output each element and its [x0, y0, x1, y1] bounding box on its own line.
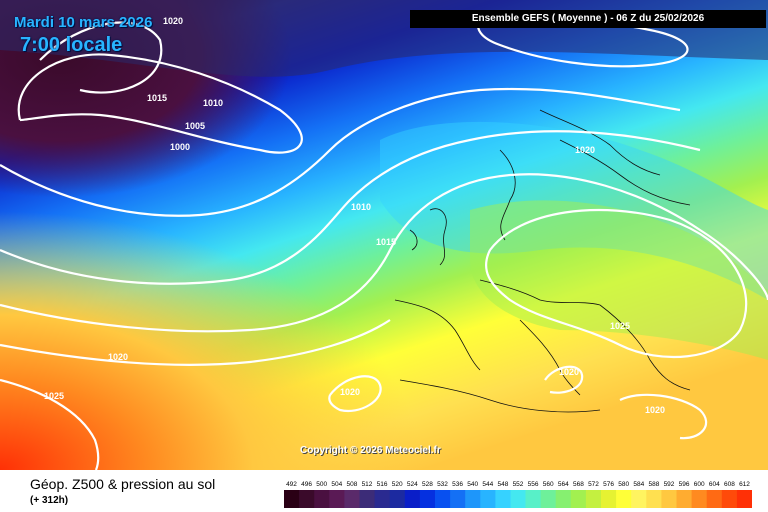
legend-swatch-548	[495, 490, 511, 508]
legend-swatch-600	[691, 490, 708, 508]
pressure-label: 1025	[44, 391, 64, 401]
legend-swatch-564	[555, 490, 572, 508]
legend-swatch-576	[601, 490, 617, 508]
legend-value-524: 524	[407, 481, 418, 488]
legend-value-576: 576	[603, 481, 614, 488]
legend-value-500: 500	[316, 481, 327, 488]
legend-value-568: 568	[573, 481, 584, 488]
legend-swatch-492	[284, 490, 300, 508]
legend-value-548: 548	[497, 481, 508, 488]
legend-value-556: 556	[528, 481, 539, 488]
pressure-label: 1020	[163, 16, 183, 26]
legend-value-600: 600	[694, 481, 705, 488]
pressure-label: 1020	[559, 367, 579, 377]
legend-value-592: 592	[664, 481, 675, 488]
legend-swatch-508	[344, 490, 360, 508]
legend-swatch-504	[329, 490, 345, 508]
legend-value-584: 584	[633, 481, 644, 488]
legend-swatch-604	[706, 490, 723, 508]
pressure-label: 1015	[147, 93, 167, 103]
legend-swatch-516	[374, 490, 391, 508]
pressure-label: 1000	[170, 142, 190, 152]
legend-value-552: 552	[513, 481, 524, 488]
legend-value-532: 532	[437, 481, 448, 488]
legend-swatch-540	[465, 490, 481, 508]
legend-value-540: 540	[467, 481, 478, 488]
pressure-label: 1025	[610, 321, 630, 331]
legend-value-564: 564	[558, 481, 569, 488]
legend-value-516: 516	[377, 481, 388, 488]
forecast-date: Mardi 10 mars 2026	[14, 14, 153, 31]
legend-value-508: 508	[346, 481, 357, 488]
copyright-notice: Copyright © 2026 Meteociel.fr	[300, 445, 441, 456]
legend-swatch-496	[299, 490, 315, 508]
legend-swatch-512	[359, 490, 376, 508]
legend-value-496: 496	[301, 481, 312, 488]
legend-value-596: 596	[679, 481, 690, 488]
legend-swatch-568	[570, 490, 587, 508]
legend-value-572: 572	[588, 481, 599, 488]
model-run-info: Ensemble GEFS ( Moyenne ) - 06 Z du 25/0…	[410, 10, 766, 28]
coastlines	[394, 109, 691, 413]
legend-swatch-572	[585, 490, 602, 508]
pressure-label: 1020	[645, 405, 665, 415]
legend-value-604: 604	[709, 481, 720, 488]
pressure-labels: 1020 1015 1010 1005 1000 1010 1015 1020 …	[44, 16, 665, 415]
legend-swatch-528	[419, 490, 436, 508]
legend-swatch-588	[646, 490, 662, 508]
legend-value-512: 512	[362, 481, 373, 488]
legend-value-536: 536	[452, 481, 463, 488]
pressure-label: 1010	[351, 202, 371, 212]
legend-value-588: 588	[648, 481, 659, 488]
legend-swatch-524	[404, 490, 421, 508]
legend-swatch-596	[676, 490, 693, 508]
legend-swatch-584	[631, 490, 647, 508]
legend-swatch-608	[721, 490, 738, 508]
legend-value-544: 544	[482, 481, 493, 488]
legend-value-504: 504	[331, 481, 342, 488]
footer-bar: Géop. Z500 & pression au sol (+ 312h) 49…	[0, 470, 768, 512]
forecast-time: 7:00 locale	[20, 34, 123, 56]
lead-time: (+ 312h)	[30, 495, 69, 506]
geopotential-map: 1020 1015 1010 1005 1000 1010 1015 1020 …	[0, 0, 768, 470]
pressure-label: 1020	[575, 145, 595, 155]
legend-value-612: 612	[739, 481, 750, 488]
legend-swatch-536	[450, 490, 466, 508]
pressure-label: 1020	[340, 387, 360, 397]
parameter-title: Géop. Z500 & pression au sol	[30, 476, 216, 492]
legend-swatch-552	[510, 490, 527, 508]
legend-value-520: 520	[392, 481, 403, 488]
legend-value-492: 492	[286, 481, 297, 488]
pressure-label: 1005	[185, 121, 205, 131]
legend-swatch-592	[661, 490, 677, 508]
legend-swatch-520	[389, 490, 406, 508]
legend-swatch-500	[314, 490, 330, 508]
legend-swatch-544	[480, 490, 496, 508]
legend-swatch-612	[736, 490, 752, 508]
pressure-label: 1015	[376, 237, 396, 247]
pressure-label: 1010	[203, 98, 223, 108]
legend-swatch-556	[525, 490, 542, 508]
legend-swatch-532	[435, 490, 451, 508]
legend-value-580: 580	[618, 481, 629, 488]
legend-value-528: 528	[422, 481, 433, 488]
color-scale-legend: 492 496 500 504 508 512 516 520 524 528 532 536 540 5…	[284, 481, 752, 508]
legend-swatch-580	[616, 490, 632, 508]
pressure-label: 1020	[108, 352, 128, 362]
legend-value-560: 560	[543, 481, 554, 488]
legend-value-608: 608	[724, 481, 735, 488]
legend-swatch-560	[540, 490, 557, 508]
